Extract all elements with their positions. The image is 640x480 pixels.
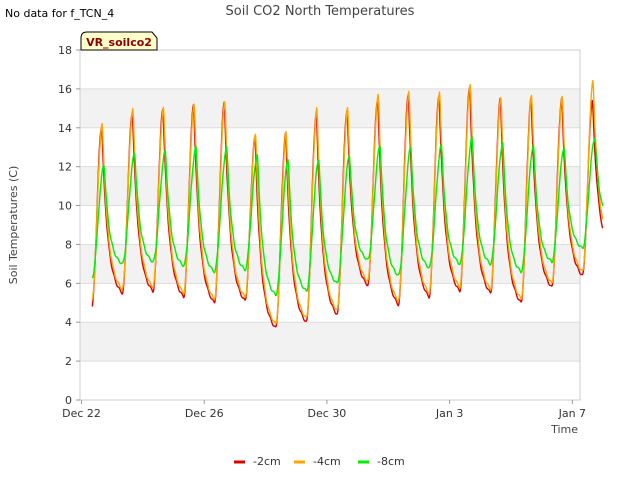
y-tick-label: 14 [58,122,72,135]
series-line-minus-8cm [91,135,604,297]
x-tick-label: Jan 3 [435,407,463,420]
y-tick-label: 2 [65,355,72,368]
y-tick-label: 4 [65,316,72,329]
grid-band [80,322,580,362]
y-axis-label: Soil Temperatures (C) [7,166,20,285]
no-data-notice: No data for f_TCN_4 [5,7,115,20]
y-tick-label: 12 [58,161,72,174]
y-tick-label: 6 [65,277,72,290]
y-axis: 0 2 4 6 8 10 12 14 16 18 [58,44,80,407]
legend: -2cm -4cm -8cm [234,455,405,468]
x-tick-label: Dec 30 [308,407,347,420]
series-lines [91,79,604,328]
grid-band [80,244,580,284]
x-axis-label: Time [550,423,578,436]
x-tick-label: Dec 22 [62,407,101,420]
grid-band [80,88,580,128]
chart-title: Soil CO2 North Temperatures [226,4,415,19]
legend-label: -4cm [313,455,341,468]
y-tick-label: 0 [65,394,72,407]
station-badge: VR_soilco2 [80,31,158,51]
y-tick-label: 16 [58,83,72,96]
station-badge-box [80,31,158,51]
x-tick-label: Jan 7 [558,407,586,420]
y-tick-label: 10 [58,200,72,213]
series-line-minus-4cm [91,79,604,325]
x-tick-label: Dec 26 [185,407,224,420]
legend-label: -8cm [377,455,405,468]
x-axis: Dec 22 Dec 26 Dec 30 Jan 3 Jan 7 [62,400,586,420]
legend-label: -2cm [253,455,281,468]
plot-frame [79,49,581,401]
y-tick-label: 18 [58,44,72,57]
station-badge-label: VR_soilco2 [86,36,152,49]
y-tick-label: 8 [65,238,72,251]
